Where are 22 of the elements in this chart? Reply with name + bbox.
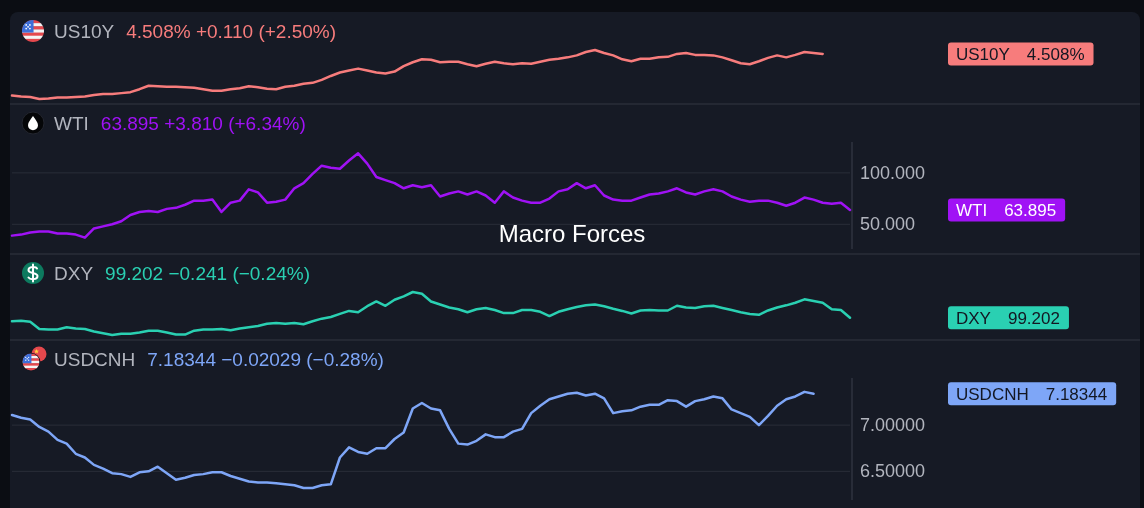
chart-title: WTI — [54, 112, 89, 134]
annotation: Macro Forces — [498, 219, 646, 247]
text: 63.895 — [1004, 200, 1057, 220]
line-series — [10, 390, 815, 490]
text: 4.508% — [1026, 44, 1085, 64]
chart-title: US10Y — [54, 20, 115, 42]
chart-subtitle: 7.18344 −0.02029 (−0.28%) — [147, 348, 384, 370]
chart-subtitle: 63.895 +3.810 (+6.34%) — [100, 112, 306, 134]
y-tick-label: 50.000 — [860, 214, 916, 235]
text: USDCNH — [955, 384, 1029, 404]
text: 7.18344 — [1045, 384, 1108, 404]
text: US10Y — [955, 44, 1010, 64]
text: WTI — [956, 200, 988, 220]
chart-subtitle: 4.508% +0.110 (+2.50%) — [126, 20, 337, 42]
chart-subtitle: 99.202 −0.241 (−0.24%) — [105, 262, 310, 284]
y-tick-label: 6.50000 — [860, 461, 926, 482]
y-tick-label: 100.000 — [860, 162, 926, 183]
y-tick-label: 7.00000 — [860, 415, 926, 436]
chart-title: USDCNH — [54, 348, 136, 370]
text: 99.202 — [1007, 308, 1060, 328]
chart-title: DXY — [54, 262, 94, 284]
text: DXY — [955, 308, 991, 328]
